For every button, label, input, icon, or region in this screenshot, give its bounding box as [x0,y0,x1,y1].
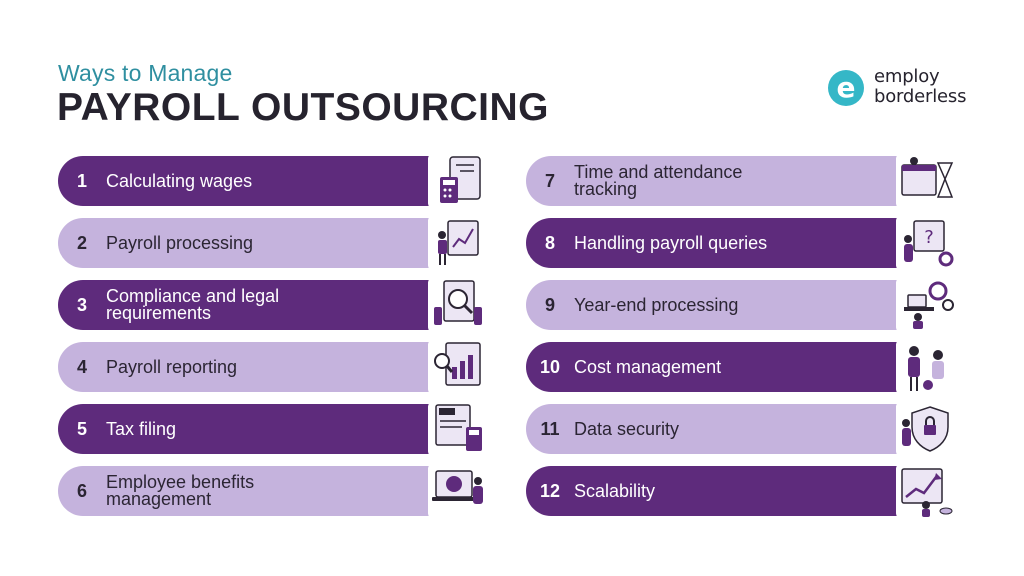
svg-text:?: ? [924,227,934,248]
item-number: 7 [544,170,555,191]
item-number: 10 [539,356,561,377]
hourglass-calendar-icon [896,153,956,209]
item-number: 12 [539,480,561,501]
item-number: 4 [76,356,87,377]
page-title: PAYROLL OUTSOURCING [57,86,549,129]
item-number: 11 [540,418,560,439]
list-right: 7 Time and attendance tracking 8 Handlin… [526,153,956,528]
magnifier-document-icon [428,277,488,333]
tax-form-icon [428,401,488,457]
query-gears-icon: ? [896,215,956,271]
shield-lock-icon [896,401,956,457]
item-label: Handling payroll queries [574,232,768,253]
report-chart-icon [428,339,488,395]
list-item-1: 1 Calculating wages [58,153,488,209]
logo-mark-icon: e [828,70,864,106]
calculator-clipboard-icon [428,153,488,209]
benefits-laptop-icon [428,463,488,519]
item-label: Time and attendance tracking [574,162,743,199]
cost-people-icon [896,339,956,395]
list-item-9: 9 Year-end processing [526,277,956,333]
item-label: Scalability [574,480,656,501]
list-item-5: 5 Tax filing [58,401,488,457]
logo-text: employ borderless [874,67,966,107]
item-number: 2 [76,232,87,253]
item-number: 9 [544,294,555,315]
item-number: 5 [76,418,87,439]
list-left: 1 Calculating wages 2 Payroll processing… [58,153,488,528]
item-label: Payroll reporting [106,356,238,377]
list-item-12: 12 Scalability [526,463,956,519]
item-label: Cost management [574,356,722,377]
list-item-2: 2 Payroll processing [58,215,488,271]
subtitle: Ways to Manage [58,60,233,86]
list-item-4: 4 Payroll reporting [58,339,488,395]
item-label: Data security [574,418,680,439]
list-item-7: 7 Time and attendance tracking [526,153,956,209]
logo-line-2: borderless [874,86,967,107]
item-label: Payroll processing [106,232,254,253]
growth-chart-icon [896,463,956,519]
item-number: 1 [76,170,87,191]
employ-borderless-logo: e employ borderless [828,66,978,110]
item-label: Year-end processing [574,294,739,315]
list-item-6: 6 Employee benefits management [58,463,488,519]
item-number: 3 [76,294,87,315]
list-item-8: 8 Handling payroll queries ? [526,215,956,271]
item-label: Calculating wages [106,170,253,191]
list-item-11: 11 Data security [526,401,956,457]
presentation-board-icon [428,215,488,271]
item-label: Employee benefits management [106,472,255,509]
item-number: 8 [544,232,555,253]
desk-gears-icon [896,277,956,333]
item-number: 6 [76,480,87,501]
item-label: Tax filing [106,418,177,439]
logo-line-1: employ [874,66,940,87]
list-item-10: 10 Cost management [526,339,956,395]
list-item-3: 3 Compliance and legal requirements [58,277,488,333]
item-label: Compliance and legal requirements [106,286,280,323]
